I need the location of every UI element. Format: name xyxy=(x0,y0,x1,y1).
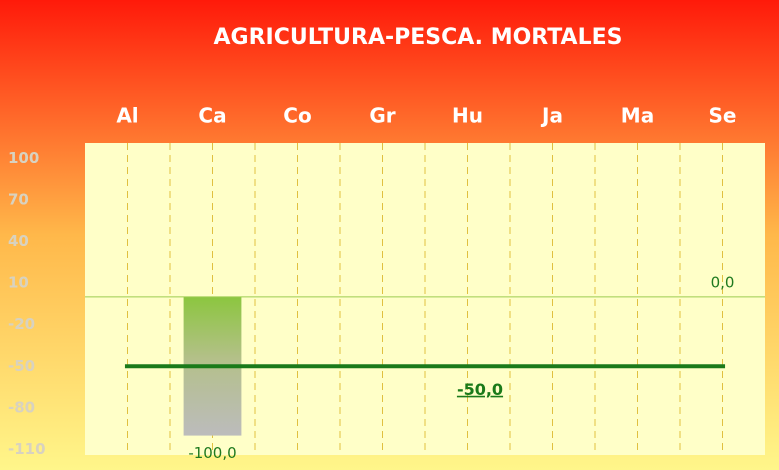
y-tick-label: 10 xyxy=(8,274,29,292)
x-tick-label: Ca xyxy=(198,104,226,128)
reference-label: -50,0 xyxy=(457,380,503,399)
x-tick-label: Hu xyxy=(452,104,483,128)
x-tick-label: Ja xyxy=(540,104,563,128)
x-tick-label: Co xyxy=(283,104,311,128)
y-tick-label: -50 xyxy=(8,357,35,375)
x-tick-label: Gr xyxy=(369,104,395,128)
x-tick-label: Se xyxy=(709,104,737,128)
y-tick-label: 100 xyxy=(8,149,39,167)
y-tick-label: -80 xyxy=(8,398,35,416)
x-tick-label: Al xyxy=(116,104,138,128)
x-tick-label: Ma xyxy=(621,104,654,128)
y-tick-label: 70 xyxy=(8,190,29,208)
chart-title: AGRICULTURA-PESCA. MORTALES xyxy=(214,25,623,50)
data-label: 0,0 xyxy=(711,273,735,291)
y-tick-label: -110 xyxy=(8,440,46,458)
y-tick-label: 40 xyxy=(8,232,29,250)
data-label: -100,0 xyxy=(188,444,236,462)
y-tick-label: -20 xyxy=(8,315,35,333)
